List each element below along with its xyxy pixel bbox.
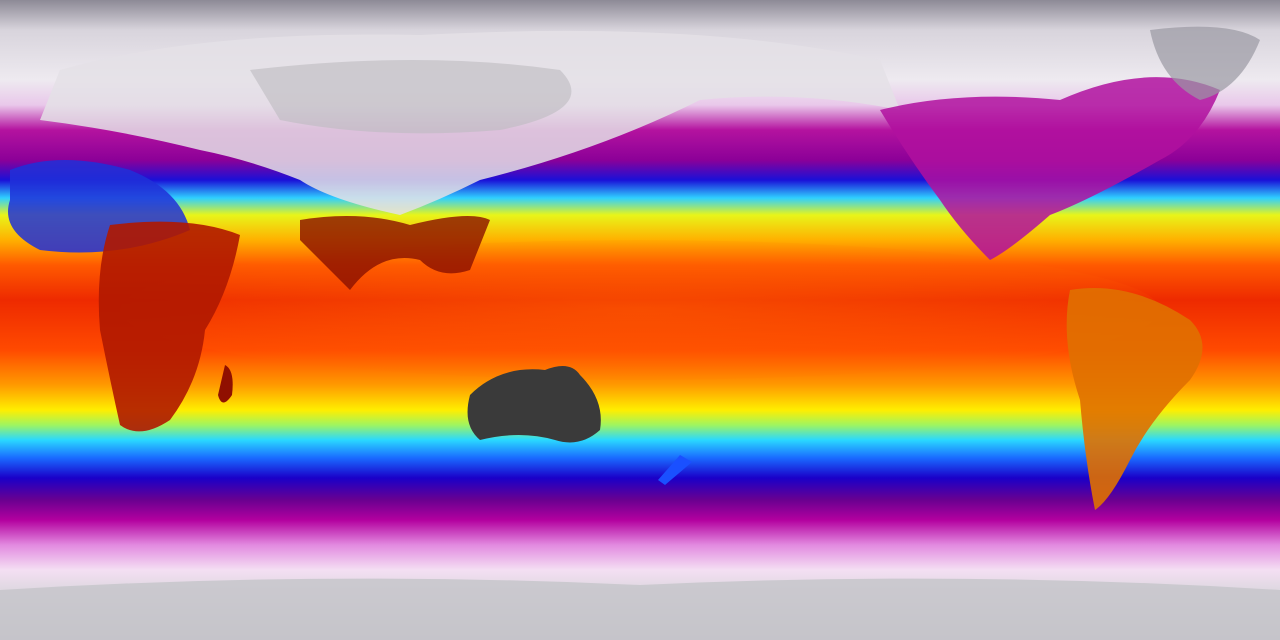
madagascar — [218, 365, 233, 403]
africa — [98, 221, 240, 432]
antarctica — [0, 578, 1280, 640]
new-zealand — [658, 455, 692, 485]
india-southeast-asia — [300, 216, 490, 290]
greenland — [1150, 26, 1260, 101]
south-america — [1066, 288, 1203, 510]
north-america — [880, 77, 1220, 260]
warm-pool — [120, 240, 1160, 380]
siberia-cold — [250, 60, 572, 134]
australia — [467, 366, 601, 443]
